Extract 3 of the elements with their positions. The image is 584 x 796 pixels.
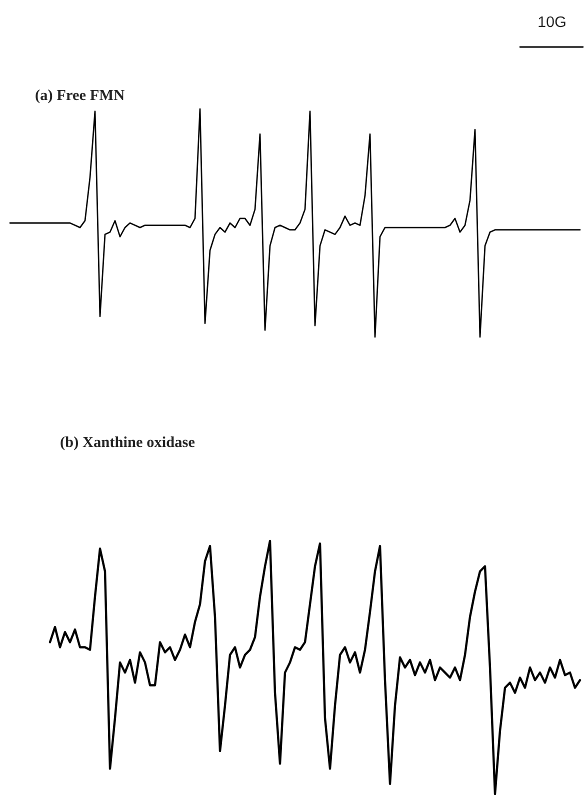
chart-title: (a) Free FMN <box>36 89 124 104</box>
chart-title: (b) Xanthine oxidase <box>60 436 195 450</box>
text: 10G <box>538 16 566 28</box>
